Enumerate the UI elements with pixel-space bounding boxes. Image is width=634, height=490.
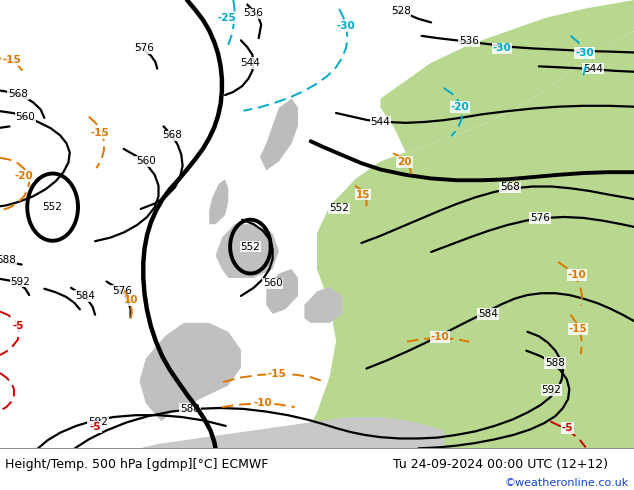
Text: 544: 544 <box>370 117 391 127</box>
Text: 10: 10 <box>124 295 138 305</box>
Text: -25: -25 <box>217 13 236 23</box>
Text: 552: 552 <box>329 203 349 214</box>
Text: 588: 588 <box>0 255 16 265</box>
Text: 568: 568 <box>162 130 183 141</box>
Text: -5: -5 <box>12 320 23 330</box>
Polygon shape <box>139 323 241 421</box>
Text: 552: 552 <box>42 202 63 212</box>
Text: 576: 576 <box>530 213 550 223</box>
Text: 592: 592 <box>10 276 30 287</box>
Polygon shape <box>209 179 228 224</box>
Text: 592: 592 <box>541 385 562 395</box>
Text: 528: 528 <box>391 6 411 16</box>
Text: 576: 576 <box>112 286 132 295</box>
Text: 552: 552 <box>240 242 261 251</box>
Text: 584: 584 <box>478 309 498 319</box>
Text: Height/Temp. 500 hPa [gdmp][°C] ECMWF: Height/Temp. 500 hPa [gdmp][°C] ECMWF <box>5 458 268 471</box>
Polygon shape <box>260 98 298 171</box>
Polygon shape <box>266 269 298 314</box>
Text: 568: 568 <box>8 89 28 99</box>
Text: 576: 576 <box>134 44 155 53</box>
Text: -20: -20 <box>15 171 34 181</box>
Text: 20: 20 <box>398 157 411 167</box>
Text: 560: 560 <box>136 156 156 167</box>
Text: -5: -5 <box>89 422 101 432</box>
Text: -5: -5 <box>562 423 573 433</box>
Text: 592: 592 <box>88 417 108 427</box>
Polygon shape <box>304 287 342 323</box>
Text: 15: 15 <box>356 190 370 199</box>
Text: -15: -15 <box>267 369 286 379</box>
Text: 536: 536 <box>459 36 479 46</box>
Text: 568: 568 <box>500 182 520 193</box>
Polygon shape <box>139 417 444 448</box>
Text: 588: 588 <box>180 404 200 414</box>
Text: -20: -20 <box>451 102 470 112</box>
Text: 560: 560 <box>262 278 283 288</box>
Text: -30: -30 <box>493 44 512 53</box>
Text: 544: 544 <box>583 64 603 74</box>
Text: -30: -30 <box>336 21 355 31</box>
Text: Tu 24-09-2024 00:00 UTC (12+12): Tu 24-09-2024 00:00 UTC (12+12) <box>393 458 608 471</box>
Text: 584: 584 <box>75 291 95 301</box>
Text: ©weatheronline.co.uk: ©weatheronline.co.uk <box>505 478 629 488</box>
Text: 588: 588 <box>545 358 565 368</box>
Text: -10: -10 <box>254 397 273 408</box>
Polygon shape <box>298 31 634 448</box>
Text: -10: -10 <box>567 270 586 280</box>
Text: -15: -15 <box>2 55 21 65</box>
Text: 544: 544 <box>240 58 261 68</box>
Text: 536: 536 <box>243 8 264 19</box>
Text: -15: -15 <box>91 128 110 138</box>
Text: -10: -10 <box>430 332 450 342</box>
Polygon shape <box>380 0 634 152</box>
Text: -30: -30 <box>575 48 594 58</box>
Text: -15: -15 <box>569 324 588 334</box>
Polygon shape <box>216 224 279 278</box>
Text: 560: 560 <box>15 112 36 122</box>
